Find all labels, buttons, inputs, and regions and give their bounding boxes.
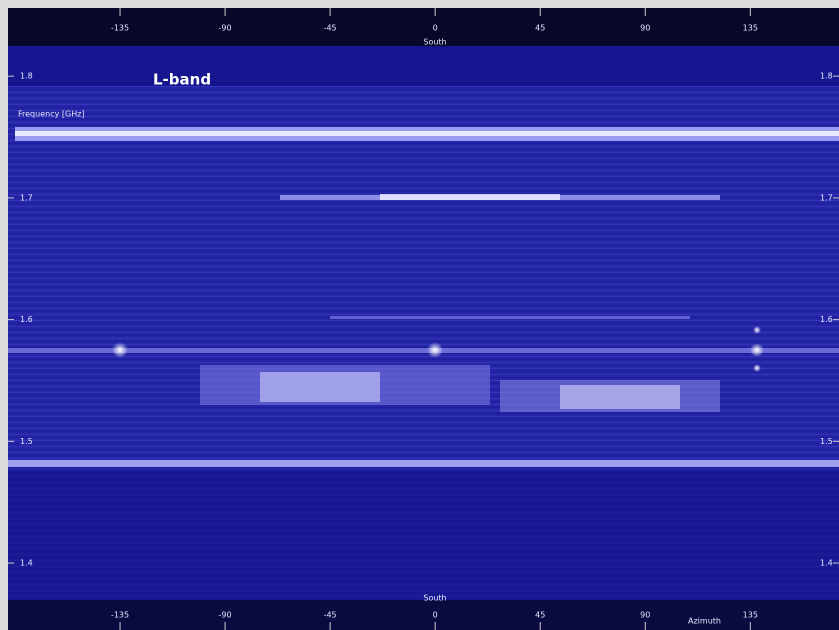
x-axis-label: Azimuth <box>688 617 721 626</box>
y-tick-label: 1.4 <box>820 559 833 568</box>
point-source <box>753 326 761 334</box>
point-source <box>112 342 128 358</box>
x-tick-label: 135 <box>743 24 758 33</box>
y-tick-label: 1.7 <box>820 193 833 202</box>
x-tick-label: 90 <box>640 611 650 620</box>
x-tick-label: 90 <box>640 24 650 33</box>
point-source <box>427 342 443 358</box>
dark-region <box>8 470 839 600</box>
x-tick-label: 45 <box>535 24 545 33</box>
y-tick-label: 1.4 <box>20 559 33 568</box>
x-tick-label: -45 <box>324 24 337 33</box>
y-tick-label: 1.6 <box>820 315 833 324</box>
y-tick-label: 1.7 <box>20 193 33 202</box>
south-marker: South <box>423 38 446 47</box>
x-tick-label: -135 <box>111 24 129 33</box>
south-marker: South <box>423 594 446 603</box>
y-tick-label: 1.6 <box>20 315 33 324</box>
x-tick-label: 0 <box>433 611 438 620</box>
y-tick-label: 1.8 <box>820 72 833 81</box>
dark-region <box>8 46 839 86</box>
emission <box>560 385 680 409</box>
bright-line <box>8 460 839 467</box>
point-source <box>753 364 761 372</box>
x-tick-label: 135 <box>743 611 758 620</box>
y-tick-label: 1.8 <box>20 72 33 81</box>
emission <box>380 194 560 200</box>
emission <box>260 372 380 402</box>
y-axis-label: Frequency [GHz] <box>18 110 85 119</box>
emission <box>330 316 690 319</box>
y-tick-label: 1.5 <box>20 437 33 446</box>
bottom-band <box>8 600 839 630</box>
emission <box>8 348 839 353</box>
chart-title: L-band <box>153 71 211 89</box>
x-tick-label: -135 <box>111 611 129 620</box>
x-tick-label: 0 <box>433 24 438 33</box>
x-tick-label: 45 <box>535 611 545 620</box>
y-tick-label: 1.5 <box>820 437 833 446</box>
bright-line <box>15 131 839 136</box>
top-band <box>8 8 839 46</box>
x-tick-label: -90 <box>219 24 232 33</box>
x-tick-label: -90 <box>219 611 232 620</box>
x-tick-label: -45 <box>324 611 337 620</box>
point-source <box>750 343 764 357</box>
